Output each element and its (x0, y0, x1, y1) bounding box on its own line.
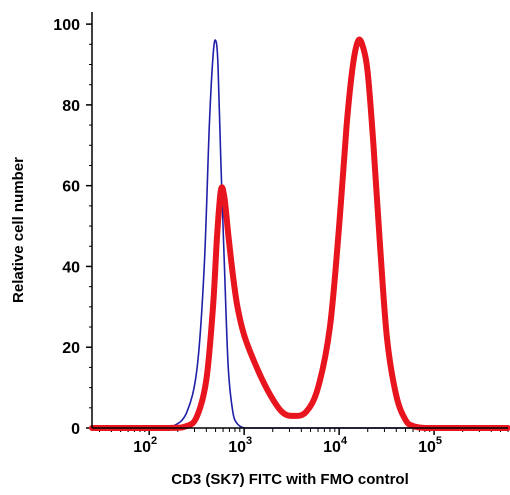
x-tick-base: 10 (228, 439, 246, 456)
x-tick-label: 104 (323, 435, 348, 456)
x-tick-label: 105 (418, 435, 442, 456)
x-axis-ticks: 102 103 104 105 (99, 428, 509, 456)
x-tick-base: 10 (133, 439, 151, 456)
x-tick-base: 10 (323, 439, 341, 456)
y-tick-label: 100 (53, 17, 80, 34)
cd3-stained-line (89, 36, 510, 431)
x-tick-label: 103 (228, 435, 252, 456)
fmo-control-line (91, 39, 509, 429)
y-tick-label: 0 (71, 421, 80, 438)
y-axis-title: Relative cell number (10, 157, 27, 303)
y-tick-label: 20 (62, 340, 80, 357)
x-tick-base: 10 (418, 439, 436, 456)
x-tick-exponent: 2 (151, 435, 157, 447)
x-axis-title: CD3 (SK7) FITC with FMO control (171, 471, 409, 488)
y-tick-label: 80 (62, 98, 80, 115)
x-tick-exponent: 5 (436, 435, 442, 447)
series-lines (89, 36, 510, 431)
y-axis-ticks: 0 20 40 60 80 100 (53, 17, 92, 438)
x-tick-label: 102 (133, 435, 157, 456)
y-tick-label: 40 (62, 259, 80, 276)
x-tick-exponent: 3 (246, 435, 252, 447)
x-tick-exponent: 4 (341, 435, 348, 447)
y-tick-label: 60 (62, 179, 80, 196)
